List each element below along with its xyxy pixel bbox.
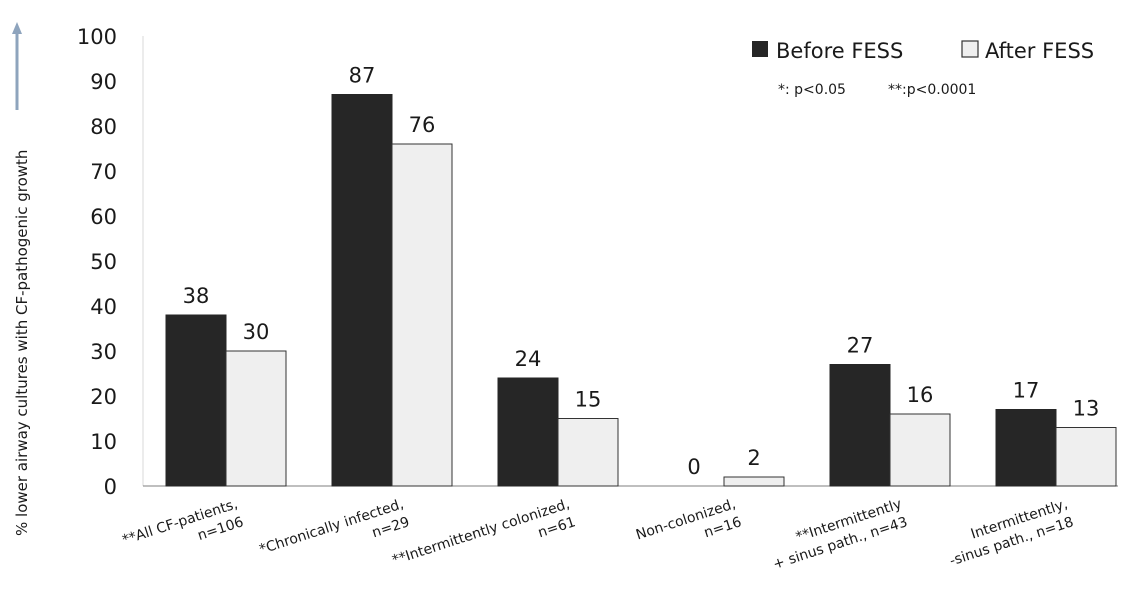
bar-before-fess <box>995 409 1057 487</box>
y-tick-label: 50 <box>90 250 117 274</box>
significance-note-p005: *: p<0.05 <box>778 82 846 98</box>
significance-note-p00001: **:p<0.0001 <box>888 82 976 98</box>
y-tick-label: 40 <box>90 295 117 319</box>
y-tick-label: 30 <box>90 340 117 364</box>
bar-after-fess <box>723 476 785 487</box>
data-label: 16 <box>907 383 934 407</box>
data-label: 15 <box>575 388 602 412</box>
bar-before-fess <box>165 314 227 487</box>
y-axis-label: % lower airway cultures with CF-pathogen… <box>13 150 31 536</box>
bar-after-fess <box>889 413 951 487</box>
y-tick-label: 70 <box>90 160 117 184</box>
bars <box>165 94 1117 487</box>
x-tick-label: **All CF-patients,n=106 <box>120 496 245 548</box>
data-label: 76 <box>409 113 436 137</box>
y-tick-label: 100 <box>77 25 117 49</box>
data-label: 30 <box>243 320 270 344</box>
data-label: 24 <box>515 347 542 371</box>
x-axis-ticks: **All CF-patients,n=106 *Chronically infe… <box>120 496 1076 573</box>
bar-before-fess <box>497 377 559 487</box>
bar-after-fess <box>391 143 453 487</box>
x-tick-label: *Chronically infected,n=29 <box>257 496 411 558</box>
y-tick-label: 80 <box>90 115 117 139</box>
x-tick-label: Non-colonized,n=16 <box>634 496 744 543</box>
legend-label-after-fess: After FESS <box>985 39 1094 63</box>
y-tick-label: 90 <box>90 70 117 94</box>
legend-label-before-fess: Before FESS <box>776 39 903 63</box>
data-label: 38 <box>183 284 210 308</box>
legend-marker-before-fess <box>752 41 768 57</box>
y-tick-label: 60 <box>90 205 117 229</box>
y-axis-arrow-icon <box>12 22 22 110</box>
bar-before-fess <box>331 94 393 487</box>
data-label: 27 <box>847 334 874 358</box>
y-tick-label: 20 <box>90 385 117 409</box>
data-label: 0 <box>687 455 700 479</box>
y-axis-ticks: 0 10 20 30 40 50 60 70 80 90 100 <box>77 25 117 499</box>
x-tick-label: Intermittently,-sinus path., n=18 <box>948 496 1076 569</box>
bar-before-fess <box>829 364 891 487</box>
y-tick-label: 0 <box>104 475 117 499</box>
data-label: 2 <box>747 446 760 470</box>
x-tick-label: **Intermittently+ sinus path., n=43 <box>771 496 910 573</box>
bar-after-fess <box>557 418 619 487</box>
x-tick-label: **Intermittently colonized,n=61 <box>390 496 577 569</box>
y-tick-label: 10 <box>90 430 117 454</box>
legend: Before FESS After FESS <box>752 39 1094 63</box>
data-label: 13 <box>1073 397 1100 421</box>
legend-marker-after-fess <box>961 40 979 58</box>
data-label: 17 <box>1013 379 1040 403</box>
data-labels: 38 30 87 76 24 15 0 2 27 16 17 13 <box>183 64 1100 480</box>
data-label: 87 <box>349 64 376 88</box>
bar-after-fess <box>225 350 287 487</box>
bar-after-fess <box>1055 427 1117 487</box>
